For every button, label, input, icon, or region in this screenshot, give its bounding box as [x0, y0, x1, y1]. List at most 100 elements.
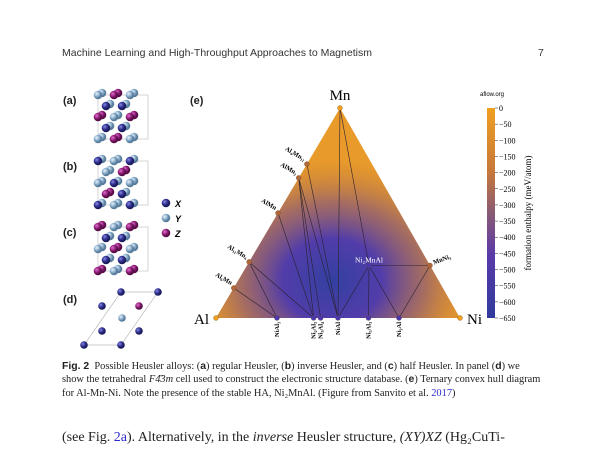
hull-edge: [339, 107, 370, 266]
body-text: (see Fig. 2a). Alternatively, in the inv…: [62, 430, 505, 446]
vertex-point-mn[interactable]: [337, 105, 343, 111]
atom-y: [93, 178, 103, 188]
hull-edge: [298, 177, 314, 319]
compound-point[interactable]: [275, 210, 281, 216]
colorbar-tick-label: −250: [499, 185, 516, 194]
compound-point[interactable]: [396, 315, 402, 321]
body-text-run: (see Fig.: [62, 430, 114, 445]
ternary-compound-point[interactable]: [366, 262, 372, 269]
legend-swatch-z: [161, 228, 171, 238]
hull-edge: [248, 261, 314, 319]
figure-2: (a) (b) (c) (d) (e) XYZ Al₄Mn₁₁AlMn₂AlMn…: [63, 88, 533, 349]
hull-edge: [248, 261, 278, 319]
emphasis: inverse: [252, 430, 294, 445]
vertex-label-ni: Ni: [467, 312, 482, 328]
compound-label: Ni₅Al₃: [366, 322, 373, 339]
compound-point[interactable]: [231, 285, 237, 291]
compound-point[interactable]: [246, 259, 252, 265]
atom-y: [93, 134, 103, 144]
colorbar-tick-label: −300: [499, 201, 516, 210]
compound-point[interactable]: [310, 315, 317, 321]
formula: (XY)XZ: [399, 430, 442, 445]
hull-edge: [298, 177, 321, 319]
hull-edge: [337, 265, 370, 319]
compound-label: NiAl: [335, 322, 342, 335]
figure-link[interactable]: 2a: [113, 430, 127, 445]
atom-x: [117, 233, 127, 243]
hull-edge: [298, 177, 339, 319]
atom-x: [98, 302, 106, 310]
compound-label: Al₄Mn₁₁: [284, 146, 307, 163]
vertex-point-al[interactable]: [213, 315, 219, 321]
atom-y: [109, 156, 119, 166]
atom-x: [117, 288, 125, 296]
compound-point[interactable]: [274, 315, 280, 321]
hull-edge: [306, 164, 339, 319]
hull-edge: [277, 212, 314, 319]
atom-x: [101, 233, 111, 243]
body-text-run: Heusler structure,: [293, 430, 400, 445]
caption-ref-e: e: [408, 374, 415, 386]
legend-label: Z: [174, 229, 181, 239]
atom-y: [125, 134, 135, 144]
hull-lines: [233, 107, 431, 319]
atom-z: [135, 302, 143, 310]
colorbar-tick-label: −400: [499, 233, 516, 242]
atom-z: [109, 90, 119, 100]
compound-point[interactable]: [304, 161, 310, 167]
atom-legend: XYZ: [161, 198, 182, 239]
atom-x: [101, 123, 111, 133]
atom-x: [154, 288, 162, 296]
atom-z: [125, 222, 135, 232]
panel-label-a: (a): [63, 95, 77, 107]
atom-z: [109, 244, 119, 254]
figure-caption: Fig. 2 Possible Heusler alloys: (a) regu…: [62, 360, 542, 400]
caption-ref-a: a: [200, 361, 207, 372]
atom-y: [93, 244, 103, 254]
colorbar-tick-label: −50: [499, 120, 512, 129]
compound-label: Ni₃Al: [396, 322, 403, 337]
compound-label: NiAl₃: [274, 322, 281, 337]
colorbar-ticks: 0 −50 −100 −150 −200 −250 −300 −350 −400 −450 −500…: [495, 104, 516, 323]
atom-z: [125, 266, 135, 276]
panel-label-c: (c): [63, 227, 77, 239]
vertex-point-ni[interactable]: [457, 315, 463, 321]
atom-x: [109, 178, 119, 188]
caption-ref-b: b: [284, 361, 292, 372]
hull-edge: [337, 107, 341, 319]
atom-x: [101, 255, 111, 265]
compound-point[interactable]: [365, 315, 372, 321]
caption-ref-d: d: [495, 361, 502, 372]
aflow-watermark: aflow.org: [480, 92, 504, 98]
colorbar: [487, 108, 495, 318]
hull-edge: [233, 287, 278, 319]
colorbar-tick-label: 0: [499, 104, 503, 113]
atom-y: [109, 222, 119, 232]
compound-point[interactable]: [296, 175, 302, 181]
atom-x: [117, 189, 127, 199]
atom-y: [109, 266, 119, 276]
panel-label-b: (b): [63, 161, 77, 173]
compound-point[interactable]: [335, 315, 341, 321]
citation-link[interactable]: 2017: [431, 387, 453, 399]
page-number: 7: [538, 47, 544, 59]
compound-point[interactable]: [317, 315, 324, 321]
legend-swatch-y: [161, 213, 171, 223]
compound-point[interactable]: [427, 262, 433, 269]
colorbar-tick-label: −650: [499, 314, 516, 323]
ternary-compound-label: Ni₂MnAl: [355, 256, 383, 265]
legend-label: X: [174, 199, 182, 209]
compound-label: Al₆Mn: [214, 272, 234, 287]
colorbar-tick-label: −150: [499, 152, 516, 161]
caption-text: ) we show the tetrahedral: [62, 361, 520, 386]
atom-z: [93, 112, 103, 122]
hull-edge: [398, 265, 431, 319]
compound-label: Ni₂Al₃: [311, 322, 318, 339]
atom-x: [93, 200, 103, 210]
atom-x: [125, 200, 135, 210]
colorbar-tick-label: −550: [499, 282, 516, 291]
caption-text: Possible Heusler alloys: (: [94, 361, 201, 372]
atom-y: [125, 90, 135, 100]
atom-y: [109, 200, 119, 210]
panel-label-e: (e): [190, 95, 204, 107]
